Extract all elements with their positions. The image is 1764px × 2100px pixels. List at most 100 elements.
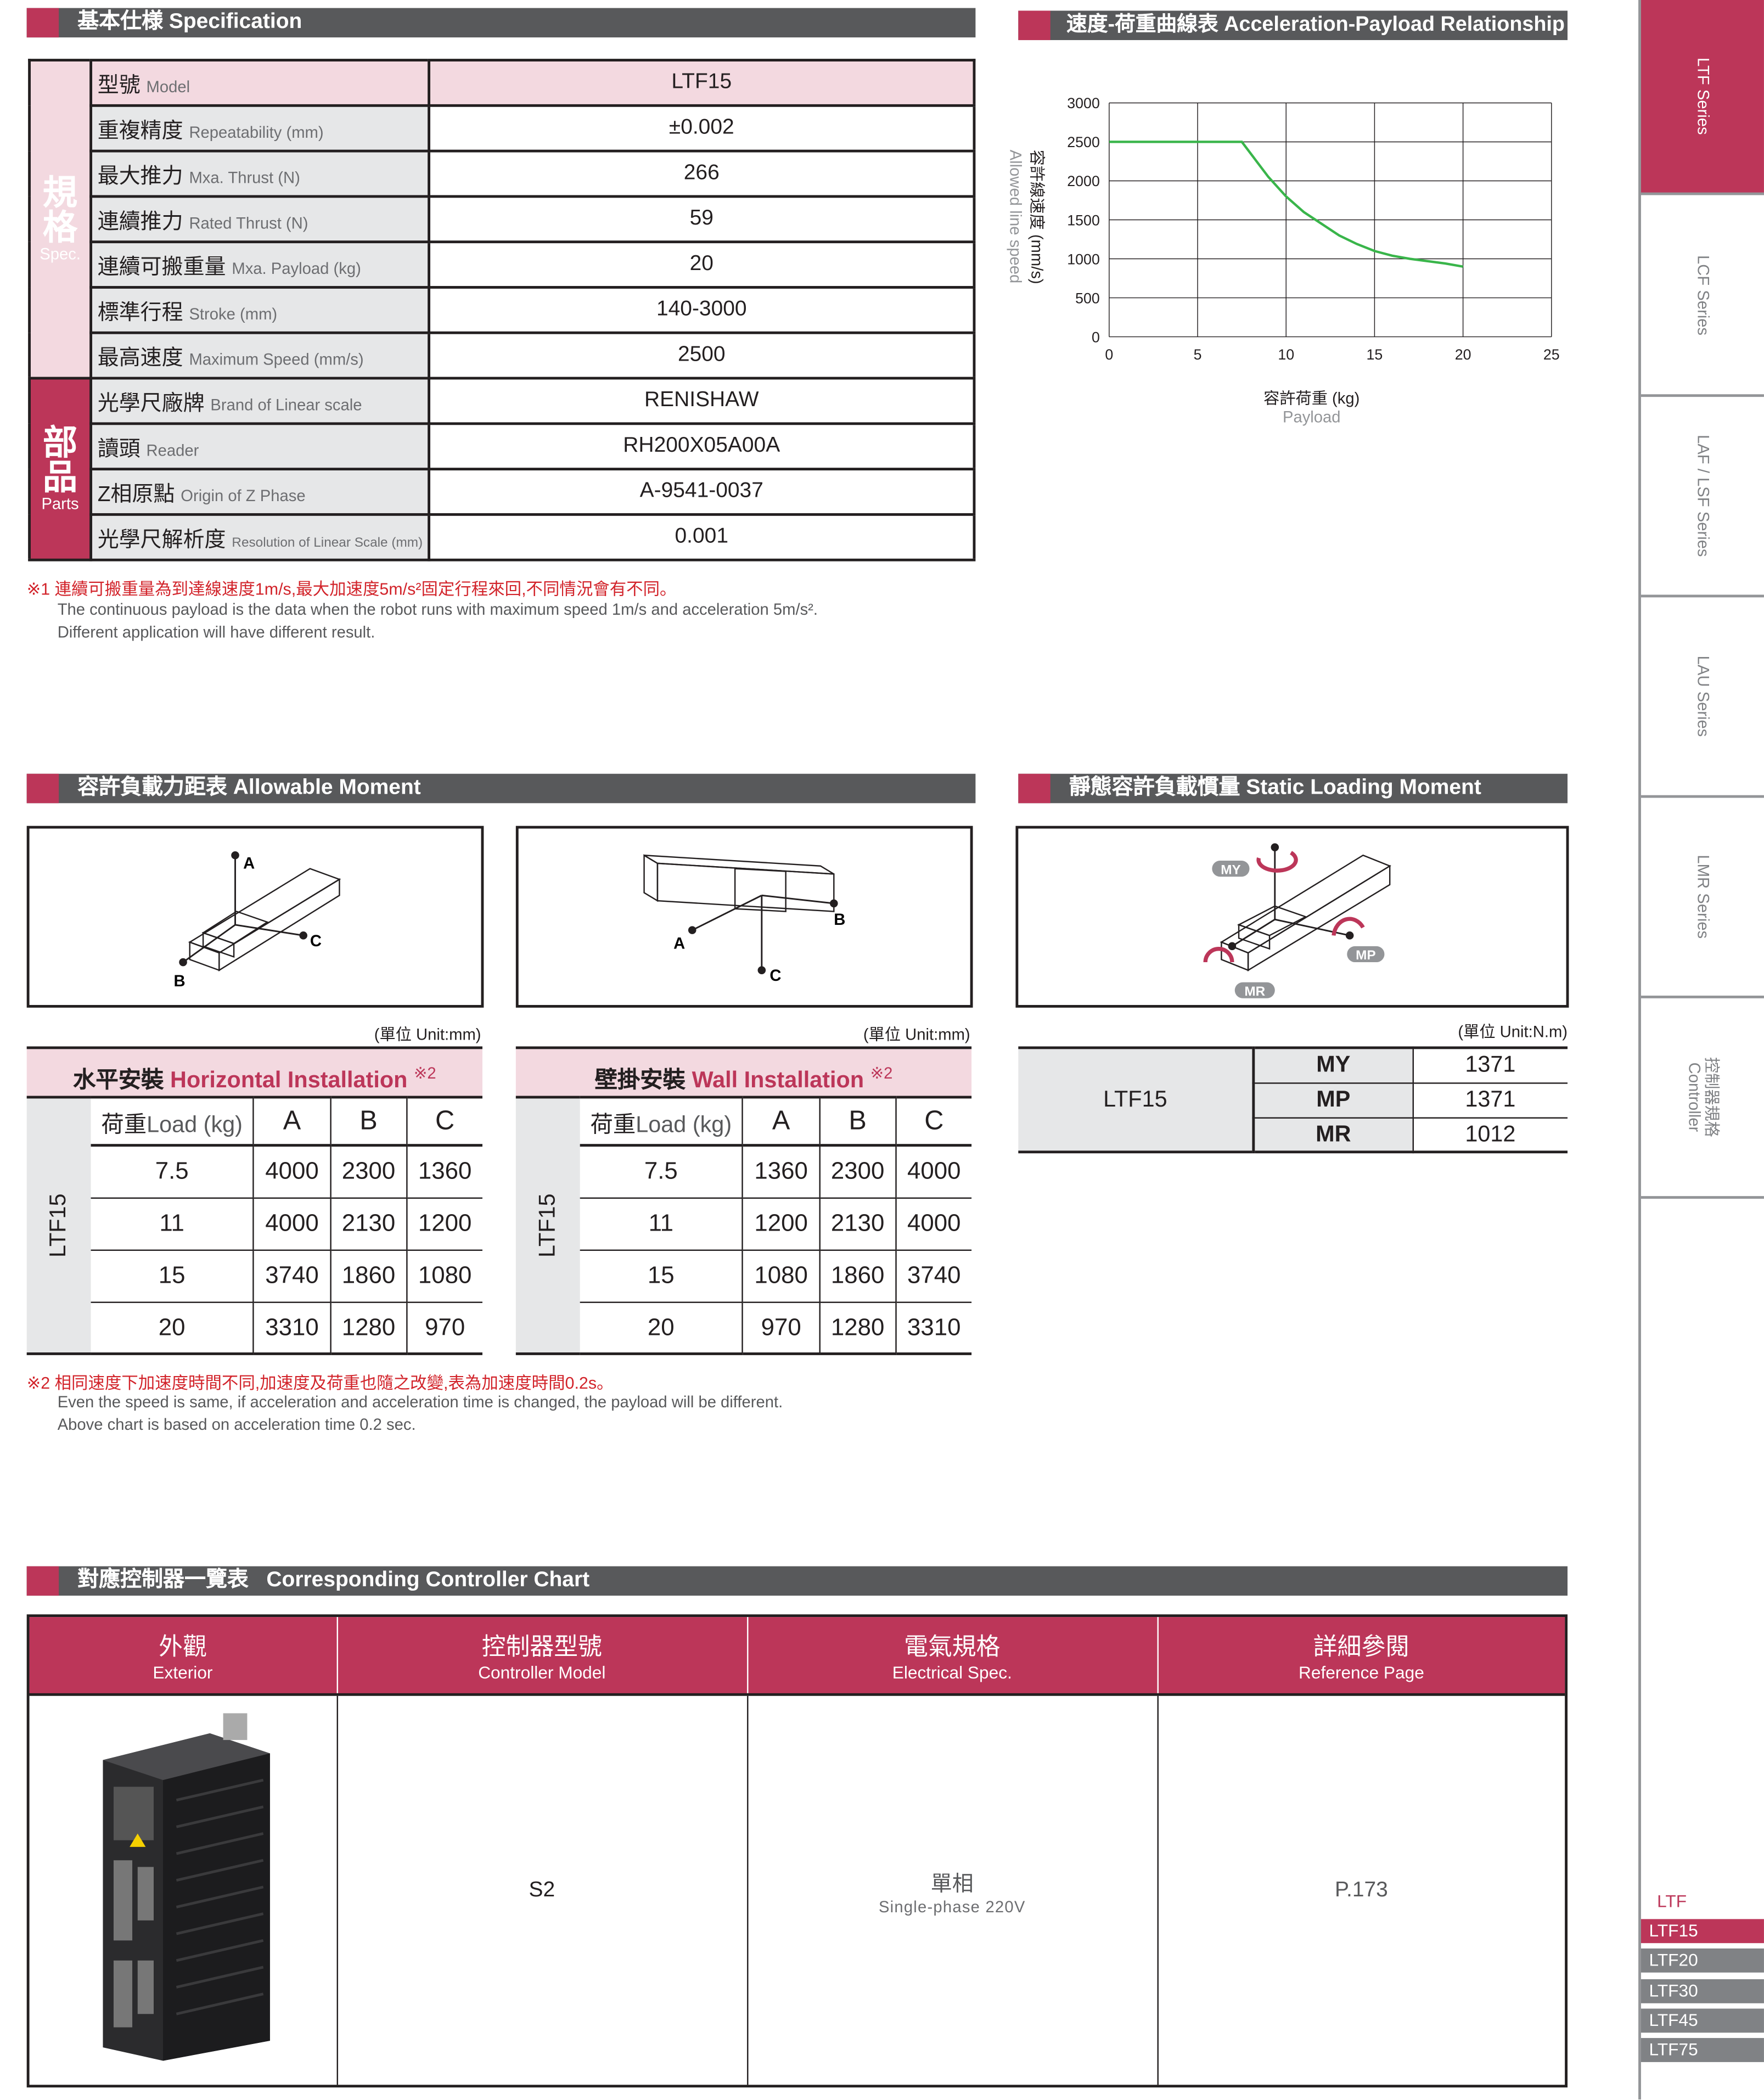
controller-header: 對應控制器一覽表 Corresponding Controller Chart	[26, 1566, 1568, 1596]
header-load: 荷重Load (kg)	[91, 1096, 254, 1147]
label-b: B	[174, 973, 186, 990]
header-b: B	[818, 1096, 896, 1147]
spec-value: 0.001	[429, 514, 974, 562]
x-axis-label: 容許荷重 (kg)	[1263, 389, 1359, 407]
spec-row: 最高速度 Maximum Speed (mm/s) 2500	[30, 333, 974, 380]
table-row: 20 3310 1280 970	[27, 1301, 482, 1355]
static-rail-drawing: MY MP MR	[1203, 843, 1391, 999]
sidebar-series-2[interactable]: LAF / LSF Series	[1641, 397, 1764, 598]
spec-header: 基本仕様 Specification	[26, 8, 976, 38]
rotation-mp-arrow	[1332, 917, 1365, 936]
header-b: B	[329, 1096, 407, 1147]
controller-table: 外觀 Exterior 控制器型號 Controller Model 電氣規格 Ele…	[26, 1614, 1568, 2088]
spec-value: A-9541-0037	[429, 469, 974, 516]
label-c: C	[310, 933, 322, 950]
header-a: A	[742, 1096, 819, 1147]
spec-row: 部品 Parts 光學尺廠牌 Brand of Linear scale RENISH…	[29, 378, 974, 562]
spec-value: 20	[429, 242, 974, 289]
table-row: 7.5 4000 2300 1360	[27, 1145, 482, 1198]
label-mp: MP	[1356, 948, 1376, 963]
x-axis-label-en: Payload	[1283, 408, 1341, 426]
sidebar-series-3[interactable]: LAU Series	[1641, 597, 1764, 798]
static-header: 靜態容許負載慣量 Static Loading Moment	[1018, 773, 1568, 804]
x-tick-label: 20	[1455, 346, 1471, 363]
label-my: MY	[1221, 862, 1241, 877]
unit-static: (單位 Unit:N.m)	[1458, 1022, 1568, 1041]
horizontal-rail-drawing: A C B	[174, 851, 341, 990]
sidebar-group: LTF	[1657, 1891, 1687, 1911]
y-tick-label: 3000	[1067, 95, 1100, 111]
static-table: LTF15 MY 1371 MP 1371 MR 1012	[1018, 1046, 1568, 1154]
y-tick-label: 500	[1075, 290, 1100, 306]
spec-value: RH200X05A00A	[429, 423, 974, 471]
sidebar-model-LTF45[interactable]: LTF45	[1641, 2008, 1764, 2033]
spec-value: ±0.002	[429, 105, 974, 153]
spec-value: LTF15	[429, 60, 974, 107]
label-b: B	[834, 911, 845, 929]
table-row: 11 1200 2130 4000	[516, 1197, 972, 1250]
sidebar-series-1[interactable]: LCF Series	[1641, 196, 1764, 397]
label-mr: MR	[1244, 984, 1265, 999]
controller-ref-page[interactable]: P.173	[1335, 1878, 1388, 1901]
sidebar-model-LTF30[interactable]: LTF30	[1641, 1978, 1764, 2003]
col-elec: 電氣規格 Electrical Spec.	[747, 1617, 1158, 1696]
col-model: 控制器型號 Controller Model	[336, 1617, 748, 1696]
y-axis-label-en: Allowed line speed	[1007, 150, 1024, 284]
spec-value: 59	[429, 196, 974, 244]
payload-speed-chart: 0 5 10 15 20 25 0 500 1000 1500 2000 2500 3000 容許荷重 (…	[1007, 95, 1560, 426]
header-c: C	[406, 1096, 482, 1147]
sidebar-model-LTF75[interactable]: LTF75	[1641, 2038, 1764, 2063]
y-tick-label: 1500	[1067, 212, 1100, 228]
header-a: A	[253, 1096, 330, 1147]
table-row: 20 970 1280 3310	[516, 1301, 972, 1355]
spec-label: 型號 Model	[91, 60, 431, 107]
spec-label: 讀頭 Reader	[91, 423, 431, 471]
horizontal-title: 水平安裝 Horizontal Installation ※2	[26, 1046, 482, 1096]
wall-table: 壁掛安裝 Wall Installation ※2 LTF15 荷重Load (kg…	[515, 1046, 972, 1355]
spec-value: 266	[429, 151, 974, 198]
rotation-my-arrow	[1256, 851, 1298, 873]
table-row: 15 3740 1860 1080	[27, 1249, 482, 1302]
spec-label: 標準行程 Stroke (mm)	[91, 287, 431, 334]
sidebar-model-LTF15[interactable]: LTF15	[1641, 1919, 1764, 1944]
header-c: C	[895, 1096, 972, 1147]
label-a: A	[673, 935, 685, 953]
col-ref: 詳細參閱 Reference Page	[1157, 1617, 1565, 1696]
spec-row: 標準行程 Stroke (mm) 140-3000	[30, 287, 974, 334]
spec-label: 最大推力 Mxa. Thrust (N)	[91, 151, 431, 198]
header-load: 荷重Load (kg)	[580, 1096, 743, 1147]
note2-zh: ※2 相同速度下加速度時間不同,加速度及荷重也隨之改變,表為加速度時間0.2s。	[26, 1373, 614, 1393]
spec-row: 光學尺解析度 Resolution of Linear Scale (mm) 0.…	[30, 514, 974, 562]
y-tick-label: 1000	[1067, 251, 1100, 267]
spec-label: 最高速度 Maximum Speed (mm/s)	[91, 333, 431, 380]
sidebar-model-LTF20[interactable]: LTF20	[1641, 1949, 1764, 1973]
table-row: 7.5 1360 2300 4000	[516, 1145, 972, 1198]
table-row: 15 1080 1860 3740	[516, 1249, 972, 1302]
spec-label: 光學尺解析度 Resolution of Linear Scale (mm)	[91, 514, 431, 562]
horizontal-table: 水平安裝 Horizontal Installation ※2 LTF15 荷重Lo…	[26, 1046, 482, 1355]
spec-table: 規格 Spec. 型號 Model LTF15 重複精度 Repeatability (…	[28, 59, 976, 562]
model-cell: LTF15	[26, 1096, 91, 1355]
x-tick-label: 10	[1278, 346, 1294, 363]
group-parts: 部品 Parts	[29, 378, 93, 562]
controller-drive-picture	[102, 1713, 270, 2061]
series-line	[1109, 141, 1463, 268]
spec-value: 140-3000	[429, 287, 974, 334]
spec-label: 連續可搬重量 Mxa. Payload (kg)	[91, 242, 431, 289]
sidebar-series-0[interactable]: LTF Series	[1641, 0, 1764, 195]
note2-en2: Above chart is based on acceleration tim…	[57, 1415, 416, 1434]
static-row: MP 1371	[1018, 1082, 1568, 1118]
static-row: MR 1012	[1018, 1117, 1568, 1153]
sidebar-series-4[interactable]: LMR Series	[1641, 798, 1764, 998]
spec-title: 基本仕様 Specification	[77, 10, 302, 33]
y-tick-label: 2000	[1067, 173, 1100, 189]
sidebar-series-5[interactable]: 控制器規格 Controller	[1641, 998, 1764, 1199]
chart-header: 速度-荷重曲線表 Acceleration-Payload Relationsh…	[1018, 10, 1568, 41]
unit-wall: (單位 Unit:mm)	[863, 1025, 970, 1044]
spec-row: Z相原點 Origin of Z Phase A-9541-0037	[30, 469, 974, 516]
controller-title-zh: 對應控制器一覽表	[77, 1569, 249, 1592]
spec-value: 2500	[429, 333, 974, 380]
spec-label: Z相原點 Origin of Z Phase	[91, 469, 431, 516]
group-spec: 規格 Spec.	[29, 60, 93, 380]
